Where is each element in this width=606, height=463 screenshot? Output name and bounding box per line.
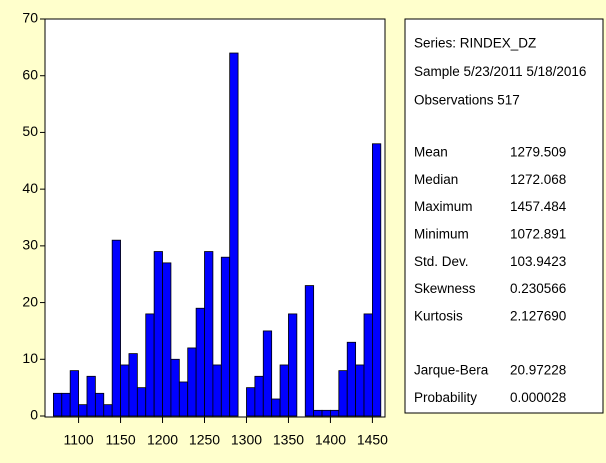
- bar: [254, 375, 264, 417]
- bar: [220, 256, 231, 417]
- y-tick-label: 30: [22, 237, 38, 253]
- x-tick-label: 1100: [64, 432, 94, 448]
- stat-label: Jarque-Bera: [414, 363, 489, 378]
- y-tick-label: 0: [30, 407, 38, 423]
- bar: [279, 364, 289, 417]
- bar: [162, 262, 172, 417]
- stat-label: Kurtosis: [414, 308, 463, 323]
- x-tick-label: 1450: [357, 432, 388, 448]
- x-tick-label: 1250: [189, 432, 220, 448]
- y-tick-label: 40: [22, 180, 38, 196]
- bar: [246, 387, 256, 417]
- bar: [271, 398, 281, 417]
- x-tick-label: 1200: [147, 432, 178, 448]
- bar: [69, 370, 79, 417]
- stat-value: 2.127690: [510, 308, 566, 323]
- bar: [120, 364, 130, 417]
- y-tick-label: 10: [22, 350, 38, 366]
- stat-label: Std. Dev.: [414, 254, 469, 269]
- bar: [170, 358, 180, 417]
- stats-box: [404, 18, 604, 414]
- y-tick-label: 50: [22, 123, 38, 139]
- bar: [355, 364, 365, 417]
- bar: [94, 392, 105, 417]
- bar: [52, 392, 63, 417]
- stats-header: Observations 517: [414, 93, 520, 108]
- stat-value: 20.97228: [510, 363, 566, 378]
- bar: [338, 370, 348, 417]
- x-tick-label: 1400: [315, 432, 346, 448]
- y-tick-label: 70: [22, 10, 38, 26]
- stat-label: Maximum: [414, 199, 473, 214]
- stat-value: 1457.484: [510, 199, 567, 214]
- stat-label: Mean: [414, 145, 448, 160]
- stat-label: Skewness: [414, 281, 476, 296]
- x-tick-label: 1350: [273, 432, 304, 448]
- bar: [86, 375, 96, 417]
- bar: [212, 364, 222, 417]
- stat-value: 0.000028: [510, 390, 566, 405]
- bar: [195, 307, 205, 417]
- stat-label: Minimum: [414, 226, 469, 241]
- bar: [313, 409, 323, 417]
- bar: [372, 143, 382, 417]
- bar: [262, 330, 273, 417]
- bar: [346, 341, 357, 417]
- bar: [111, 239, 121, 417]
- bar: [61, 392, 71, 417]
- bar: [288, 313, 298, 417]
- bar: [363, 313, 373, 417]
- bar: [128, 353, 138, 417]
- stats-header: Series: RINDEX_DZ: [414, 36, 536, 51]
- stat-value: 103.9423: [510, 254, 566, 269]
- stat-value: 1279.509: [510, 145, 566, 160]
- bar: [145, 313, 155, 417]
- y-tick-label: 60: [22, 66, 38, 82]
- stat-label: Probability: [414, 390, 477, 405]
- bar: [78, 404, 88, 417]
- y-tick-label: 20: [22, 293, 38, 309]
- bar: [136, 387, 147, 417]
- stat-label: Median: [414, 172, 458, 187]
- bar: [103, 404, 113, 417]
- stats-header: Sample 5/23/2011 5/18/2016: [414, 64, 586, 79]
- stat-value: 1272.068: [510, 172, 566, 187]
- bar: [304, 285, 315, 417]
- x-tick-label: 1150: [106, 432, 136, 448]
- bar: [204, 251, 214, 417]
- bar: [229, 52, 239, 417]
- bar: [330, 409, 340, 417]
- bar: [187, 347, 197, 417]
- plot-area: [44, 18, 386, 418]
- bar: [153, 251, 163, 417]
- bar: [178, 381, 189, 417]
- stat-value: 1072.891: [510, 226, 566, 241]
- x-tick-label: 1300: [231, 432, 262, 448]
- bar: [321, 409, 331, 417]
- stat-value: 0.230566: [510, 281, 566, 296]
